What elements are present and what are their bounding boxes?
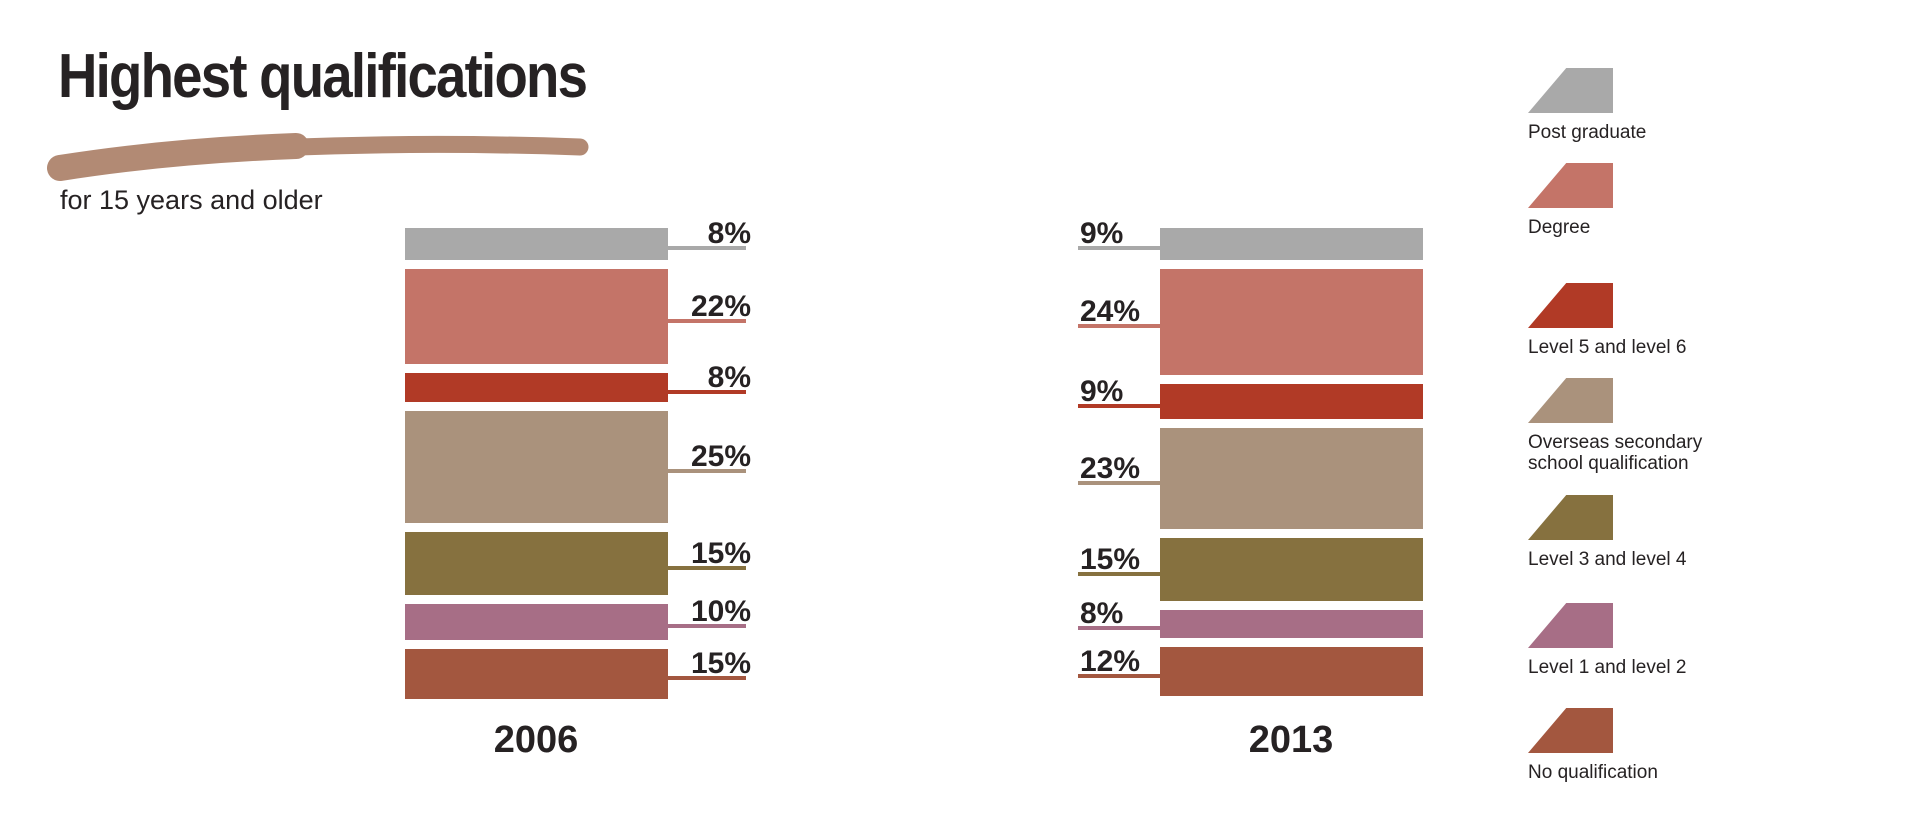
bar-segment-2013-level-5-and-level-6	[1160, 384, 1423, 419]
connector-line-2013-overseas-secondary-school-qualification	[1078, 481, 1160, 485]
percent-label-2006-level-5-and-level-6: 8%	[707, 361, 751, 394]
percent-label-2013-post-graduate: 9%	[1080, 217, 1124, 250]
connector-line-2006-degree	[668, 319, 746, 323]
percent-label-2013-level-5-and-level-6: 9%	[1080, 375, 1124, 408]
legend-item-degree: Degree	[1528, 163, 1723, 238]
connector-line-2013-post-graduate	[1078, 246, 1160, 250]
percent-label-2013-no-qualification: 12%	[1080, 645, 1141, 678]
year-label-2006: 2006	[493, 719, 579, 761]
level-3-and-level-4-swatch-icon	[1528, 495, 1613, 540]
bar-segment-2013-level-3-and-level-4	[1160, 538, 1423, 601]
degree-swatch-icon	[1528, 163, 1613, 208]
no-qualification-swatch-icon	[1528, 708, 1613, 753]
legend-item-level-1-and-level-2: Level 1 and level 2	[1528, 603, 1723, 678]
connector-line-2013-level-5-and-level-6	[1078, 404, 1160, 408]
page-title: Highest qualifications	[58, 42, 588, 111]
percent-label-2006-degree: 22%	[690, 290, 751, 323]
connector-line-2006-post-graduate	[668, 246, 746, 250]
connector-line-2013-no-qualification	[1078, 674, 1160, 678]
connector-line-2006-level-5-and-level-6	[668, 390, 746, 394]
legend-item-level-5-and-level-6: Level 5 and level 6	[1528, 283, 1723, 358]
connector-line-2006-overseas-secondary-school-qualification	[668, 469, 746, 473]
legend-label-level-5-and-level-6: Level 5 and level 6	[1528, 337, 1687, 358]
bar-segment-2006-level-3-and-level-4	[405, 532, 668, 595]
percent-label-2006-post-graduate: 8%	[707, 217, 751, 250]
percent-label-2006-level-1-and-level-2: 10%	[690, 595, 751, 628]
bar-segment-2013-no-qualification	[1160, 647, 1423, 696]
level-5-and-level-6-swatch-icon	[1528, 283, 1613, 328]
legend-item-no-qualification: No qualification	[1528, 708, 1723, 783]
bar-segment-2013-post-graduate	[1160, 228, 1423, 260]
bar-segment-2006-post-graduate	[405, 228, 668, 260]
connector-line-2006-level-3-and-level-4	[668, 566, 746, 570]
legend-label-degree: Degree	[1528, 217, 1591, 238]
bar-segment-2006-overseas-secondary-school-qualification	[405, 411, 668, 523]
brush-underline	[47, 133, 589, 181]
bar-segment-2013-level-1-and-level-2	[1160, 610, 1423, 638]
percent-label-2006-overseas-secondary-school-qualification: 25%	[690, 440, 751, 473]
percent-label-2006-no-qualification: 15%	[690, 647, 751, 680]
connector-line-2013-level-1-and-level-2	[1078, 626, 1160, 630]
percent-label-2013-degree: 24%	[1080, 295, 1141, 328]
bar-segment-2013-overseas-secondary-school-qualification	[1160, 428, 1423, 529]
connector-line-2006-level-1-and-level-2	[668, 624, 746, 628]
percent-label-2013-level-3-and-level-4: 15%	[1080, 543, 1141, 576]
connector-line-2006-no-qualification	[668, 676, 746, 680]
level-1-and-level-2-swatch-icon	[1528, 603, 1613, 648]
overseas-secondary-school-qualification-swatch-icon	[1528, 378, 1613, 423]
legend-label-level-3-and-level-4: Level 3 and level 4	[1528, 549, 1687, 570]
legend-label-post-graduate: Post graduate	[1528, 122, 1647, 143]
legend-item-overseas-secondary-school-qualification: Overseas secondary school qualification	[1528, 378, 1723, 474]
legend-label-level-1-and-level-2: Level 1 and level 2	[1528, 657, 1687, 678]
bar-segment-2013-degree	[1160, 269, 1423, 375]
bar-segment-2006-level-1-and-level-2	[405, 604, 668, 640]
legend-label-no-qualification: No qualification	[1528, 762, 1658, 783]
legend-item-post-graduate: Post graduate	[1528, 68, 1723, 143]
post-graduate-swatch-icon	[1528, 68, 1613, 113]
legend-item-level-3-and-level-4: Level 3 and level 4	[1528, 495, 1723, 570]
page-subtitle: for 15 years and older	[60, 185, 323, 215]
connector-line-2013-degree	[1078, 324, 1160, 328]
connector-line-2013-level-3-and-level-4	[1078, 572, 1160, 576]
percent-label-2013-level-1-and-level-2: 8%	[1080, 597, 1124, 630]
bar-segment-2006-level-5-and-level-6	[405, 373, 668, 402]
percent-label-2013-overseas-secondary-school-qualification: 23%	[1080, 452, 1141, 485]
bar-segment-2006-degree	[405, 269, 668, 364]
year-label-2013: 2013	[1248, 719, 1334, 761]
legend-label-overseas-secondary-school-qualification: Overseas secondary school qualification	[1528, 432, 1703, 474]
percent-label-2006-level-3-and-level-4: 15%	[690, 537, 751, 570]
bar-segment-2006-no-qualification	[405, 649, 668, 699]
